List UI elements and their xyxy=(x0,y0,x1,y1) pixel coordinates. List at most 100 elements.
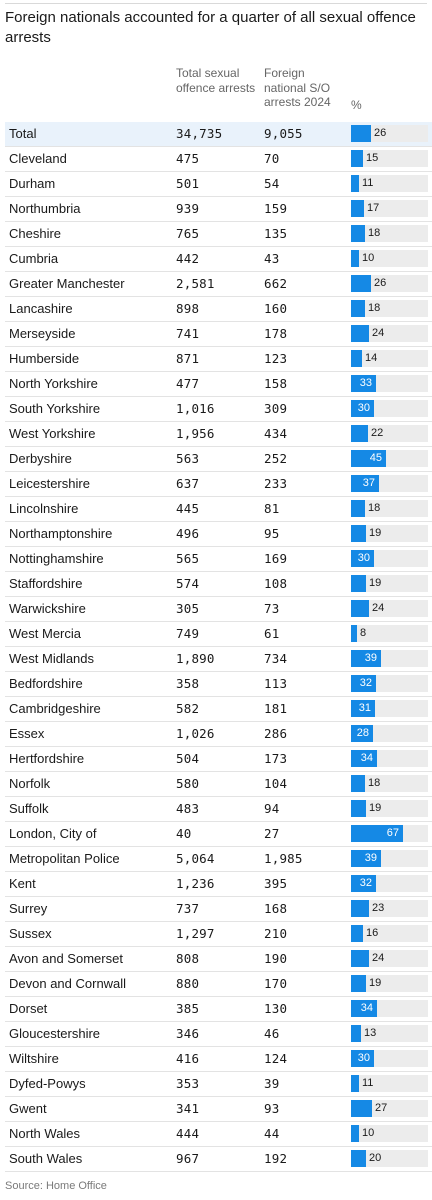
force-name: Humberside xyxy=(9,351,80,366)
force-name: North Yorkshire xyxy=(9,376,98,391)
table-row: Kent 1,236 395 32 xyxy=(5,872,432,897)
foreign-arrests-value: 93 xyxy=(264,1101,280,1116)
foreign-arrests-value: 252 xyxy=(264,451,288,466)
percent-bar-track: 18 xyxy=(351,775,428,792)
percent-label: 19 xyxy=(369,802,382,814)
force-name: Kent xyxy=(9,876,36,891)
foreign-arrests-value: 44 xyxy=(264,1126,280,1141)
force-name: Merseyside xyxy=(9,326,76,341)
percent-bar-track: 34 xyxy=(351,1000,428,1017)
percent-bar-track: 32 xyxy=(351,875,428,892)
total-arrests-value: 504 xyxy=(176,751,200,766)
table-row: Northumbria 939 159 17 xyxy=(5,197,432,222)
percent-label: 30 xyxy=(357,402,370,414)
percent-bar-track: 18 xyxy=(351,225,428,242)
table-row: Surrey 737 168 23 xyxy=(5,897,432,922)
total-arrests-value: 1,236 xyxy=(176,876,215,891)
percent-label: 19 xyxy=(369,527,382,539)
foreign-arrests-value: 178 xyxy=(264,326,288,341)
percent-bar xyxy=(351,425,368,442)
total-arrests-value: 939 xyxy=(176,201,200,216)
percent-bar-track: 19 xyxy=(351,525,428,542)
percent-bar xyxy=(351,200,364,217)
percent-bar-track: 27 xyxy=(351,1100,428,1117)
percent-label: 26 xyxy=(374,277,387,289)
force-name: Staffordshire xyxy=(9,576,83,591)
total-arrests-value: 496 xyxy=(176,526,200,541)
table-row: Humberside 871 123 14 xyxy=(5,347,432,372)
percent-bar-track: 39 xyxy=(351,850,428,867)
table-row: Lancashire 898 160 18 xyxy=(5,297,432,322)
percent-label: 37 xyxy=(362,477,375,489)
percent-bar xyxy=(351,875,376,892)
table-row: Cheshire 765 135 18 xyxy=(5,222,432,247)
total-arrests-value: 477 xyxy=(176,376,200,391)
foreign-arrests-value: 1,985 xyxy=(264,851,303,866)
foreign-arrests-value: 104 xyxy=(264,776,288,791)
table-row: Cambridgeshire 582 181 31 xyxy=(5,697,432,722)
percent-label: 33 xyxy=(359,377,372,389)
percent-bar-track: 26 xyxy=(351,275,428,292)
percent-bar xyxy=(351,700,375,717)
force-name: Gwent xyxy=(9,1101,47,1116)
table-row: North Yorkshire 477 158 33 xyxy=(5,372,432,397)
foreign-arrests-value: 124 xyxy=(264,1051,288,1066)
percent-bar-track: 30 xyxy=(351,400,428,417)
percent-label: 18 xyxy=(368,227,381,239)
table-row: Durham 501 54 11 xyxy=(5,172,432,197)
foreign-arrests-value: 434 xyxy=(264,426,288,441)
percent-label: 26 xyxy=(374,127,387,139)
total-arrests-value: 442 xyxy=(176,251,200,266)
percent-bar-track: 22 xyxy=(351,425,428,442)
foreign-arrests-value: 123 xyxy=(264,351,288,366)
table-row: South Wales 967 192 20 xyxy=(5,1147,432,1172)
force-name: Durham xyxy=(9,176,56,191)
force-name: South Wales xyxy=(9,1151,83,1166)
column-header-foreign-arrests: Foreign national S/O arrests 2024 xyxy=(264,66,331,109)
percent-bar-track: 19 xyxy=(351,575,428,592)
foreign-arrests-value: 70 xyxy=(264,151,280,166)
total-arrests-value: 34,735 xyxy=(176,126,223,141)
total-arrests-value: 808 xyxy=(176,951,200,966)
table-row: Greater Manchester 2,581 662 26 xyxy=(5,272,432,297)
percent-label: 32 xyxy=(359,677,372,689)
percent-label: 11 xyxy=(362,177,374,189)
total-arrests-value: 565 xyxy=(176,551,200,566)
percent-bar-track: 11 xyxy=(351,1075,428,1092)
percent-label: 23 xyxy=(372,902,385,914)
force-name: London, City of xyxy=(9,826,97,841)
foreign-arrests-value: 27 xyxy=(264,826,280,841)
percent-label: 20 xyxy=(369,1152,382,1164)
total-arrests-value: 637 xyxy=(176,476,200,491)
percent-label: 39 xyxy=(364,852,377,864)
table-row: Sussex 1,297 210 16 xyxy=(5,922,432,947)
percent-bar-track: 19 xyxy=(351,800,428,817)
percent-bar-track: 16 xyxy=(351,925,428,942)
force-name: Nottinghamshire xyxy=(9,551,104,566)
percent-label: 16 xyxy=(366,927,379,939)
percent-bar-track: 23 xyxy=(351,900,428,917)
table-row: Northamptonshire 496 95 19 xyxy=(5,522,432,547)
percent-bar xyxy=(351,750,377,767)
total-arrests-value: 1,956 xyxy=(176,426,215,441)
force-name: West Midlands xyxy=(9,651,95,666)
table-row-total: Total 34,735 9,055 26 xyxy=(5,122,432,147)
top-divider xyxy=(5,3,427,4)
total-arrests-value: 1,890 xyxy=(176,651,215,666)
force-name: Essex xyxy=(9,726,45,741)
percent-label: 10 xyxy=(362,252,375,264)
total-arrests-value: 737 xyxy=(176,901,200,916)
foreign-arrests-value: 190 xyxy=(264,951,288,966)
percent-bar xyxy=(351,950,369,967)
force-name: Suffolk xyxy=(9,801,49,816)
force-name: North Wales xyxy=(9,1126,81,1141)
total-arrests-value: 898 xyxy=(176,301,200,316)
table-row: Dyfed-Powys 353 39 11 xyxy=(5,1072,432,1097)
total-arrests-value: 40 xyxy=(176,826,192,841)
foreign-arrests-value: 108 xyxy=(264,576,288,591)
force-name: Devon and Cornwall xyxy=(9,976,127,991)
foreign-arrests-value: 46 xyxy=(264,1026,280,1041)
table-row: Gwent 341 93 27 xyxy=(5,1097,432,1122)
total-arrests-value: 353 xyxy=(176,1076,200,1091)
percent-label: 34 xyxy=(360,1002,373,1014)
